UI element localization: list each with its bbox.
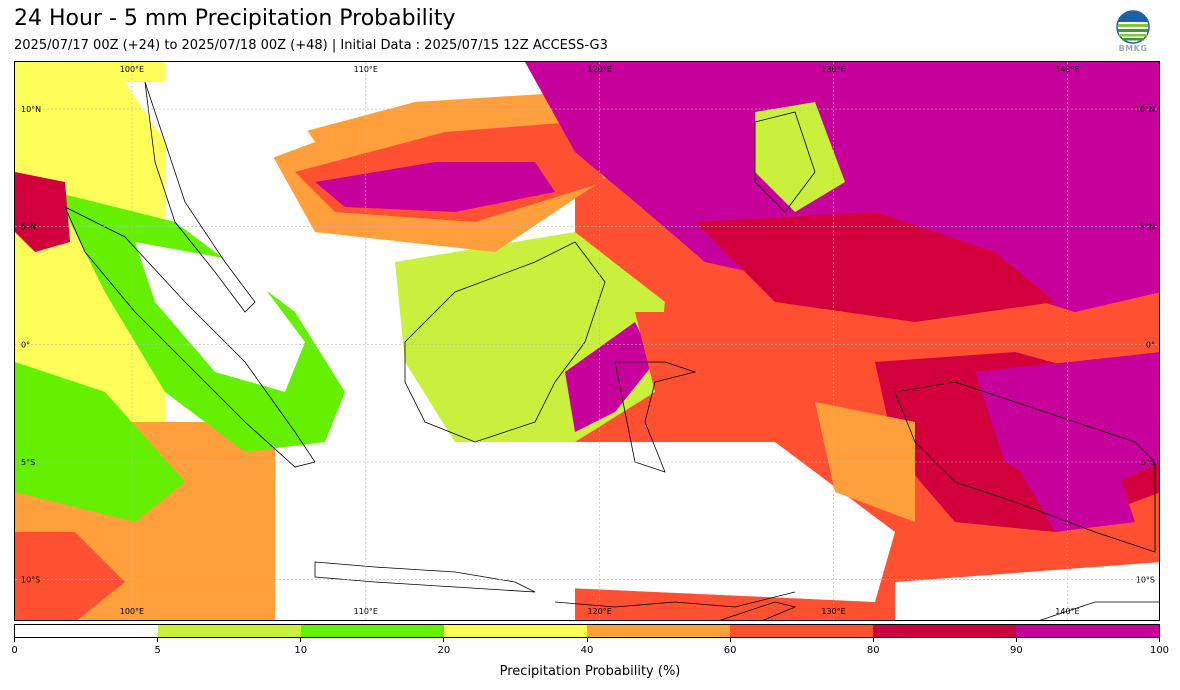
- colorbar-segment: [301, 625, 444, 637]
- lon-label-bottom: 140°E: [1055, 607, 1079, 616]
- colorbar-segment: [444, 625, 587, 637]
- colorbar-segment: [730, 625, 873, 637]
- lon-label-top: 130°E: [821, 65, 845, 74]
- lon-label-bottom: 130°E: [821, 607, 845, 616]
- colorbar-tick-mark: [300, 638, 302, 642]
- colorbar-tick-mark: [443, 638, 445, 642]
- lon-label-bottom: 110°E: [354, 607, 378, 616]
- colorbar: [14, 624, 1160, 638]
- field-dry-java: [315, 442, 895, 602]
- precipitation-map: 100°E 100°E 110°E 110°E 120°E 120°E 130°E 130°E…: [14, 61, 1160, 621]
- field-pacific-crimson: [695, 212, 1055, 322]
- lat-label-right: 0°: [1146, 340, 1155, 349]
- lat-label-right: 10°N: [1135, 105, 1155, 114]
- colorbar-tick-label: 40: [580, 645, 594, 656]
- colorbar-tick-label: 5: [154, 645, 161, 656]
- colorbar-tick-label: 60: [723, 645, 737, 656]
- lat-label-left: 10°N: [21, 105, 41, 114]
- coast-australia-north: [1039, 601, 1159, 620]
- map-title: 24 Hour - 5 mm Precipitation Probability: [14, 6, 456, 31]
- lat-label-left: 5°N: [21, 223, 36, 232]
- colorbar-tick-mark: [1015, 638, 1017, 642]
- lon-label-bottom: 120°E: [588, 607, 612, 616]
- lat-label-right: 5°N: [1140, 223, 1155, 232]
- map-subtitle: 2025/07/17 00Z (+24) to 2025/07/18 00Z (…: [14, 38, 608, 53]
- coast-malay-peninsula: [144, 81, 256, 313]
- coast-java: [314, 561, 536, 593]
- coast-mindanao: [754, 111, 816, 213]
- graticule-labels: 100°E 100°E 110°E 110°E 120°E 120°E 130°E 130°E…: [21, 65, 1155, 616]
- graticule: [15, 62, 1159, 620]
- colorbar-tick-mark: [872, 638, 874, 642]
- bmkg-logo-icon: [1116, 10, 1150, 44]
- field-mindanao-green: [755, 102, 845, 212]
- coast-sulawesi: [614, 361, 697, 473]
- colorbar-title: Precipitation Probability (%): [499, 664, 681, 679]
- lat-label-right: 5°S: [1141, 458, 1155, 467]
- colorbar-tick-label: 100: [1149, 645, 1170, 656]
- colorbar-segment: [15, 625, 158, 637]
- lon-label-top: 100°E: [120, 65, 144, 74]
- colorbar-segment: [1016, 625, 1159, 637]
- field-arafura-magenta: [1015, 462, 1135, 532]
- colorbar-tick-mark: [14, 638, 15, 642]
- probability-field: [15, 62, 1159, 620]
- field-scs-magenta: [315, 162, 555, 212]
- lon-label-top: 110°E: [354, 65, 378, 74]
- colorbar-tick-mark: [586, 638, 588, 642]
- colorbar-tick-label: 0: [11, 645, 18, 656]
- colorbar-segment: [158, 625, 301, 637]
- field-dry-sumatra: [135, 242, 305, 392]
- field-dry-indochina: [125, 82, 315, 172]
- lat-label-left: 0°: [21, 340, 30, 349]
- lat-label-left: 10°S: [21, 576, 40, 585]
- lat-label-left: 5°S: [21, 458, 35, 467]
- colorbar-tick-label: 10: [294, 645, 308, 656]
- colorbar-segment: [587, 625, 730, 637]
- field-maluku-red: [635, 312, 815, 412]
- colorbar-tick-label: 80: [866, 645, 880, 656]
- coast-nusa-tenggara: [554, 591, 796, 608]
- lat-label-right: 10°S: [1136, 576, 1155, 585]
- map-canvas: 100°E 100°E 110°E 110°E 120°E 120°E 130°E 130°E…: [15, 62, 1159, 620]
- field-west-green: [15, 362, 185, 522]
- field-dry-ausnw: [895, 562, 1159, 620]
- field-sulawesi-magenta: [565, 322, 655, 432]
- logo-label: BMKG: [1118, 44, 1148, 53]
- coast-papua: [894, 381, 1156, 553]
- coastlines: [64, 81, 1159, 620]
- lon-label-top: 120°E: [588, 65, 612, 74]
- lon-label-top: 140°E: [1055, 65, 1079, 74]
- field-sw-red: [15, 532, 125, 620]
- field-nw-crimson: [15, 172, 70, 252]
- lon-label-bottom: 100°E: [120, 607, 144, 616]
- coast-timor: [719, 601, 797, 620]
- colorbar-tick-mark: [157, 638, 159, 642]
- colorbar-tick-label: 20: [437, 645, 451, 656]
- coast-sumatra: [64, 206, 316, 468]
- colorbar-tick-label: 90: [1010, 645, 1023, 656]
- colorbar-tick-mark: [729, 638, 731, 642]
- coast-borneo: [404, 241, 606, 443]
- field-pacific-magenta: [525, 62, 1159, 312]
- colorbar-segment: [873, 625, 1016, 637]
- colorbar-tick-mark: [1159, 638, 1160, 642]
